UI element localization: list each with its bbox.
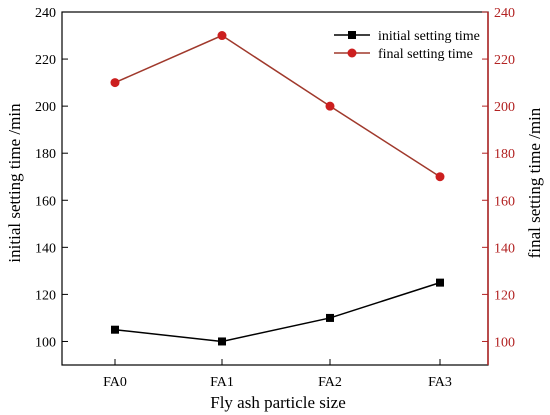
right-y-axis: 100 120 140 160 180 200 220 240 — [482, 6, 515, 365]
data-point-square — [218, 337, 226, 346]
legend-label-1: initial setting time — [378, 29, 480, 44]
legend-marker-square — [348, 31, 356, 39]
x-axis: FA0 FA1 FA2 FA3 — [103, 359, 452, 390]
series-line-2 — [114, 34, 441, 178]
data-point-circle — [217, 31, 227, 41]
data-point-circle — [110, 78, 120, 88]
data-point-square — [436, 278, 444, 287]
data-point-square — [111, 325, 119, 334]
right-tick-label: 220 — [494, 53, 515, 68]
legend-marker-circle — [347, 48, 357, 58]
x-axis-title: Fly ash particle size — [210, 393, 346, 412]
right-tick-label: 160 — [494, 194, 515, 209]
data-point-circle — [435, 172, 445, 182]
right-tick-label: 120 — [494, 288, 515, 303]
right-y-axis-title: final setting time /min — [525, 107, 544, 258]
series-layer — [110, 31, 445, 346]
data-point-square — [326, 313, 334, 322]
right-tick-label: 180 — [494, 147, 515, 162]
right-tick-label: 240 — [494, 6, 515, 21]
left-tick-label: 100 — [35, 335, 56, 350]
left-tick-label: 200 — [35, 100, 56, 115]
plot-border — [61, 11, 489, 366]
left-tick-label: 160 — [35, 194, 56, 209]
left-y-axis-title: initial setting time /min — [5, 103, 24, 263]
left-y-axis: 100 120 140 160 180 200 220 240 — [35, 6, 68, 350]
left-tick-label: 120 — [35, 288, 56, 303]
left-tick-label: 220 — [35, 53, 56, 68]
x-tick-label: FA1 — [210, 375, 234, 390]
series-line-1 — [114, 281, 441, 343]
x-tick-label: FA3 — [428, 375, 452, 390]
right-tick-label: 200 — [494, 100, 515, 115]
data-point-circle — [325, 101, 335, 111]
right-tick-label: 100 — [494, 335, 515, 350]
right-tick-label: 140 — [494, 241, 515, 256]
left-tick-label: 140 — [35, 241, 56, 256]
legend-label-2: final setting time — [378, 47, 473, 62]
legend: initial setting time final setting time — [334, 29, 480, 62]
left-tick-label: 240 — [35, 6, 56, 21]
plot-frame — [61, 11, 489, 366]
x-tick-label: FA0 — [103, 375, 127, 390]
x-tick-label: FA2 — [318, 375, 342, 390]
left-tick-label: 180 — [35, 147, 56, 162]
